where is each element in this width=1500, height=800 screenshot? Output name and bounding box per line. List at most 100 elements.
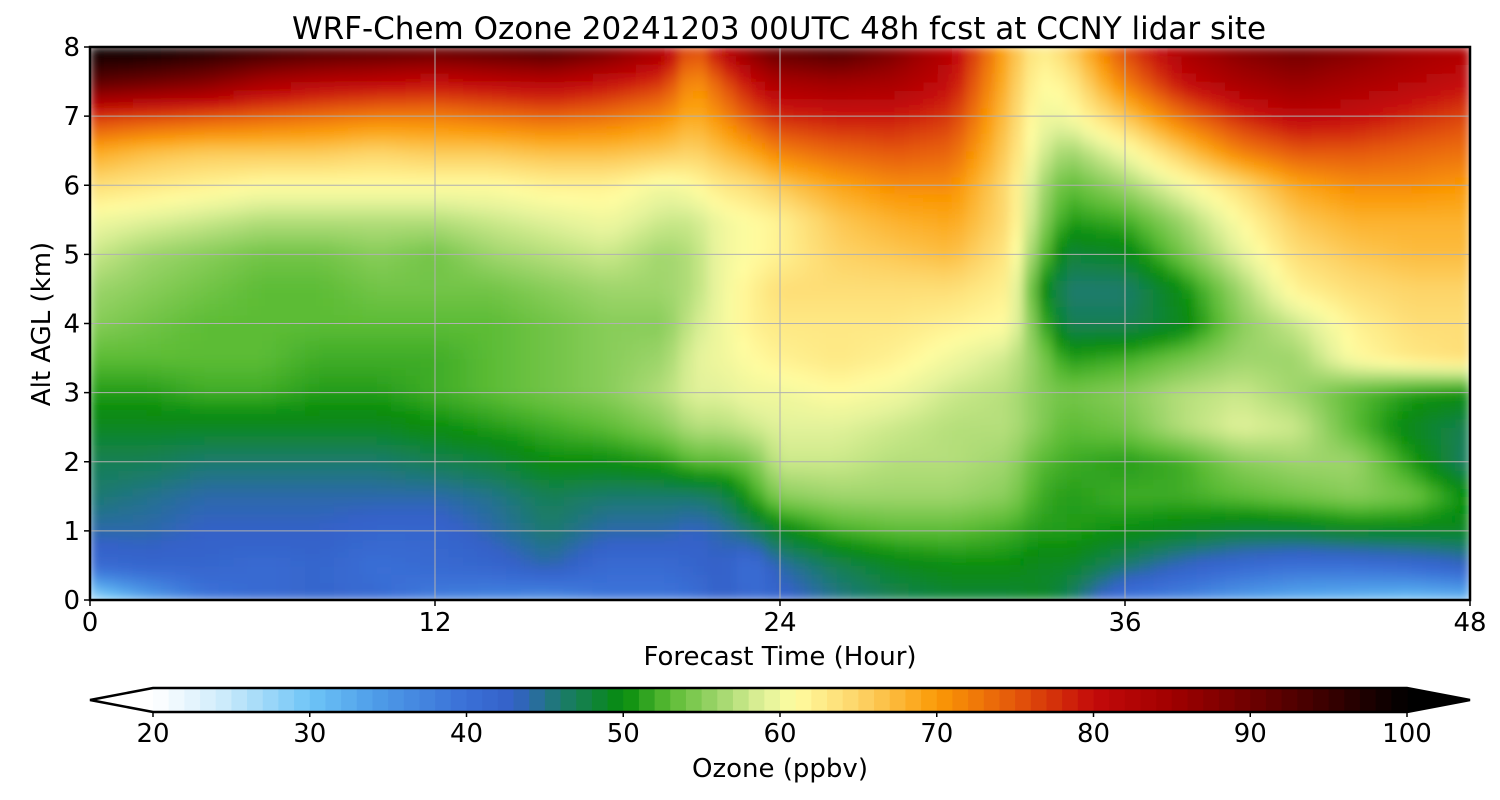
heatmap-cell bbox=[894, 253, 910, 264]
heatmap-cell bbox=[851, 279, 867, 290]
heatmap-cell bbox=[664, 150, 680, 160]
heatmap-cell bbox=[693, 193, 709, 204]
heatmap-cell bbox=[736, 374, 752, 385]
heatmap-cell bbox=[721, 564, 738, 575]
heatmap-cell bbox=[1038, 538, 1054, 549]
heatmap-cell bbox=[1153, 201, 1169, 212]
heatmap-cell bbox=[161, 296, 177, 307]
heatmap-cell bbox=[865, 184, 882, 195]
heatmap-cell bbox=[1383, 167, 1399, 178]
heatmap-cell bbox=[865, 521, 882, 532]
heatmap-cell bbox=[1253, 227, 1270, 238]
heatmap-cell bbox=[305, 538, 321, 549]
heatmap-cell bbox=[535, 521, 551, 532]
heatmap-cell bbox=[420, 409, 436, 420]
heatmap-cell bbox=[161, 201, 177, 212]
heatmap-cell bbox=[894, 426, 910, 437]
heatmap-cell bbox=[1253, 314, 1270, 325]
heatmap-cell bbox=[592, 288, 609, 299]
heatmap-cell bbox=[678, 193, 695, 204]
heatmap-cell bbox=[247, 210, 264, 221]
heatmap-cell bbox=[290, 409, 307, 420]
heatmap-cell bbox=[750, 227, 767, 238]
heatmap-cell bbox=[793, 331, 810, 342]
heatmap-cell bbox=[563, 530, 580, 541]
heatmap-cell bbox=[1038, 521, 1054, 532]
heatmap-cell bbox=[190, 417, 206, 428]
heatmap-cell bbox=[90, 210, 105, 221]
heatmap-cell bbox=[1124, 573, 1140, 584]
heatmap-cell bbox=[923, 348, 939, 359]
heatmap-cell bbox=[1225, 495, 1241, 506]
heatmap-cell bbox=[1023, 366, 1040, 376]
heatmap-cell bbox=[937, 219, 954, 230]
heatmap-cell bbox=[664, 417, 680, 428]
heatmap-cell bbox=[707, 469, 724, 480]
heatmap-cell bbox=[1153, 331, 1169, 342]
heatmap-cell bbox=[779, 495, 795, 506]
heatmap-cell bbox=[477, 219, 494, 230]
heatmap-cell bbox=[563, 150, 580, 160]
heatmap-cell bbox=[1038, 495, 1054, 506]
heatmap-cell bbox=[477, 400, 494, 411]
heatmap-cell bbox=[894, 193, 910, 204]
heatmap-cell bbox=[1397, 314, 1414, 325]
heatmap-cell bbox=[1181, 426, 1198, 437]
heatmap-cell bbox=[477, 504, 494, 515]
heatmap-cell bbox=[218, 296, 235, 307]
heatmap-cell bbox=[693, 348, 709, 359]
heatmap-cell bbox=[1052, 417, 1069, 428]
heatmap-cell bbox=[1023, 400, 1040, 411]
heatmap-cell bbox=[319, 322, 335, 333]
heatmap-cell bbox=[362, 348, 379, 359]
heatmap-cell bbox=[1239, 556, 1255, 567]
heatmap-cell bbox=[132, 374, 149, 385]
heatmap-cell bbox=[995, 452, 1011, 463]
heatmap-cell bbox=[1282, 245, 1299, 255]
heatmap-cell bbox=[146, 521, 163, 532]
heatmap-cell bbox=[1411, 435, 1428, 446]
heatmap-cell bbox=[650, 271, 666, 281]
heatmap-cell bbox=[1311, 340, 1327, 351]
heatmap-cell bbox=[420, 348, 436, 359]
heatmap-cell bbox=[1210, 417, 1227, 428]
heatmap-cell bbox=[836, 487, 853, 497]
heatmap-cell bbox=[693, 314, 709, 325]
heatmap-cell bbox=[1253, 167, 1270, 178]
heatmap-cell bbox=[980, 184, 997, 195]
heatmap-cell bbox=[448, 227, 465, 238]
heatmap-cell bbox=[664, 374, 680, 385]
heatmap-cell bbox=[434, 158, 450, 169]
heatmap-cell bbox=[923, 245, 939, 255]
heatmap-cell bbox=[678, 271, 695, 281]
heatmap-cell bbox=[1282, 150, 1299, 160]
heatmap-cell bbox=[1354, 469, 1370, 480]
heatmap-cell bbox=[1296, 193, 1313, 204]
heatmap-cell bbox=[1225, 547, 1241, 558]
heatmap-cell bbox=[1066, 400, 1083, 411]
heatmap-cell bbox=[592, 262, 609, 273]
heatmap-cell bbox=[348, 366, 364, 376]
heatmap-cell bbox=[966, 504, 982, 515]
heatmap-cell bbox=[261, 564, 278, 575]
heatmap-cell bbox=[204, 271, 220, 281]
heatmap-cell bbox=[951, 435, 968, 446]
heatmap-cell bbox=[606, 348, 623, 359]
heatmap-cell bbox=[578, 556, 594, 567]
heatmap-cell bbox=[276, 443, 292, 454]
heatmap-cell bbox=[204, 573, 220, 584]
heatmap-cell bbox=[980, 556, 997, 567]
heatmap-cell bbox=[405, 236, 422, 247]
heatmap-cell bbox=[290, 331, 307, 342]
heatmap-cell bbox=[1340, 322, 1356, 333]
heatmap-cell bbox=[463, 478, 479, 489]
heatmap-cell bbox=[1253, 331, 1270, 342]
heatmap-cell bbox=[1023, 201, 1040, 212]
heatmap-cell bbox=[779, 176, 795, 186]
heatmap-cell bbox=[1124, 487, 1140, 497]
heatmap-cell bbox=[1167, 443, 1184, 454]
heatmap-cell bbox=[563, 167, 580, 178]
heatmap-cell bbox=[1110, 322, 1126, 333]
heatmap-cell bbox=[1296, 400, 1313, 411]
heatmap-cell bbox=[261, 150, 278, 160]
